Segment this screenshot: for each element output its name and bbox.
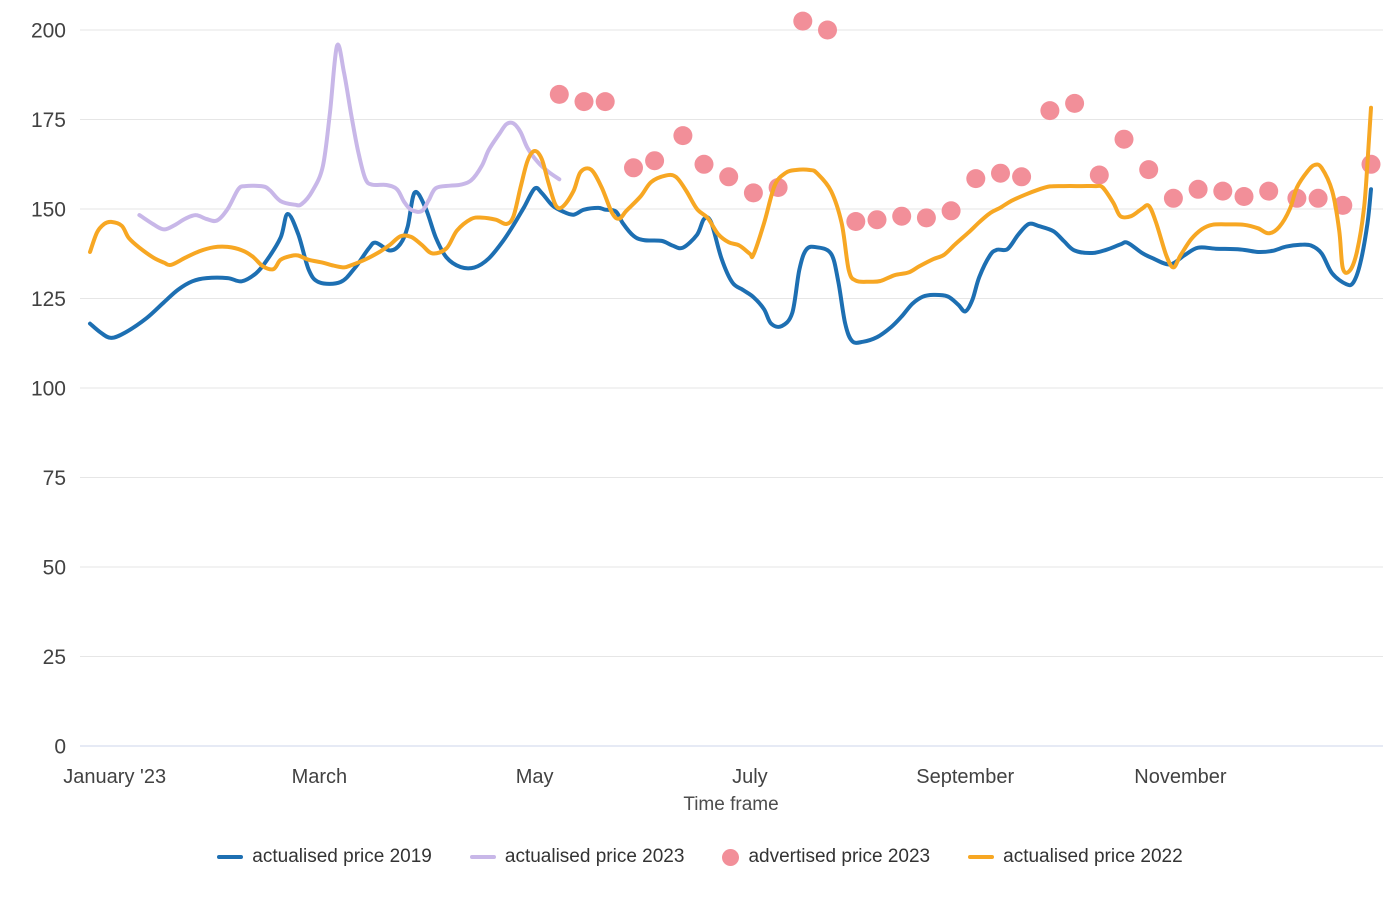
x-tick-label-march: March	[292, 766, 348, 788]
dot-advertised-price-2023-4[interactable]	[645, 151, 665, 171]
dot-advertised-price-2023-7[interactable]	[719, 167, 739, 187]
dot-advertised-price-2023-6[interactable]	[694, 154, 714, 174]
dot-advertised-price-2023-1[interactable]	[574, 92, 594, 112]
dot-advertised-price-2023-27[interactable]	[1213, 181, 1233, 201]
y-tick-label-125: 125	[31, 288, 66, 311]
y-tick-label-200: 200	[31, 20, 66, 43]
dot-advertised-price-2023-3[interactable]	[624, 158, 643, 178]
dot-advertised-price-2023-5[interactable]	[673, 126, 693, 146]
dot-advertised-price-2023-12[interactable]	[846, 212, 866, 231]
dot-advertised-price-2023-15[interactable]	[916, 208, 936, 228]
y-tick-label-0: 0	[54, 736, 66, 759]
y-tick-label-25: 25	[43, 646, 66, 669]
dot-advertised-price-2023-11[interactable]	[818, 20, 837, 40]
x-tick-label-january-23: January '23	[63, 766, 166, 788]
dot-advertised-price-2023-25[interactable]	[1163, 188, 1183, 208]
dot-advertised-price-2023-29[interactable]	[1259, 181, 1279, 201]
legend-dot-marker-advertised-price-2023	[722, 848, 740, 866]
dot-advertised-price-2023-26[interactable]	[1188, 179, 1208, 199]
legend-item-actualised-price-2023[interactable]: actualised price 2023	[469, 846, 685, 868]
y-tick-label-100: 100	[31, 378, 66, 401]
price-comparison-chart: 0 25 50 75 100 125 150 175 200 January '23 March Ma…	[31, 11, 1383, 788]
dot-advertised-price-2023-16[interactable]	[941, 201, 961, 221]
y-tick-label-50: 50	[43, 557, 66, 580]
series-actualised-price-2022[interactable]	[88, 105, 1373, 284]
y-tick-label-175: 175	[31, 109, 66, 132]
legend-label-actualised-price-2022: actualised price 2022	[1003, 846, 1183, 867]
x-tick-label-may: May	[516, 766, 554, 788]
chart-legend: actualised price 2019 actualised price 20…	[0, 846, 1400, 868]
legend-label-actualised-price-2019: actualised price 2019	[252, 846, 432, 867]
legend-label-actualised-price-2023: actualised price 2023	[504, 846, 685, 867]
x-tick-label-november: November	[1134, 766, 1227, 788]
dot-advertised-price-2023-0[interactable]	[549, 84, 569, 104]
dot-advertised-price-2023-10[interactable]	[793, 11, 813, 31]
x-tick-label-july: July	[732, 766, 768, 788]
legend-line-marker-actualised-price-2019	[217, 855, 244, 859]
dot-advertised-price-2023-28[interactable]	[1234, 187, 1254, 206]
series-actualised-price-2019[interactable]	[88, 185, 1373, 345]
dot-advertised-price-2023-2[interactable]	[595, 92, 615, 112]
legend-line-marker-actualised-price-2023	[469, 855, 496, 859]
dot-advertised-price-2023-24[interactable]	[1139, 160, 1159, 180]
dot-advertised-price-2023-31[interactable]	[1308, 188, 1328, 208]
dot-advertised-price-2023-22[interactable]	[1089, 165, 1109, 185]
legend-item-actualised-price-2019[interactable]: actualised price 2019	[217, 846, 432, 868]
dot-advertised-price-2023-17[interactable]	[966, 169, 986, 189]
legend-line-marker-actualised-price-2022	[968, 855, 995, 859]
legend-label-advertised-price-2023: advertised price 2023	[748, 846, 931, 867]
dot-advertised-price-2023-8[interactable]	[743, 183, 763, 203]
dot-advertised-price-2023-20[interactable]	[1040, 101, 1060, 121]
dot-advertised-price-2023-23[interactable]	[1114, 129, 1134, 149]
dot-advertised-price-2023-21[interactable]	[1065, 93, 1085, 113]
series-actualised-price-2023[interactable]	[137, 42, 562, 232]
dot-advertised-price-2023-13[interactable]	[867, 210, 887, 230]
legend-item-actualised-price-2022[interactable]: actualised price 2022	[968, 846, 1183, 868]
dot-advertised-price-2023-33[interactable]	[1361, 154, 1381, 174]
y-tick-label-150: 150	[31, 199, 66, 222]
dot-advertised-price-2023-14[interactable]	[892, 206, 912, 226]
dot-advertised-price-2023-18[interactable]	[991, 163, 1010, 183]
legend-item-advertised-price-2023[interactable]: advertised price 2023	[722, 846, 930, 868]
x-axis-title: Time frame	[683, 794, 779, 815]
y-tick-label-75: 75	[43, 467, 66, 490]
dot-advertised-price-2023-19[interactable]	[1012, 167, 1032, 187]
series-advertised-price-2023	[549, 11, 1381, 231]
x-tick-label-september: September	[916, 766, 1014, 788]
